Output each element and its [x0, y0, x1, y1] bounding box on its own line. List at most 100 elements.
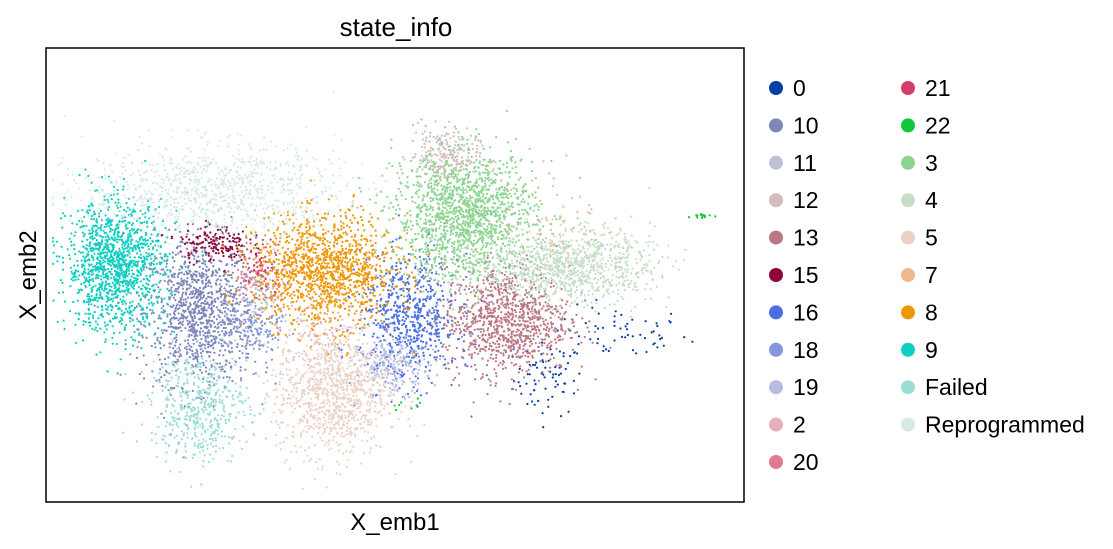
data-point — [179, 240, 182, 244]
data-point — [434, 215, 437, 219]
data-point — [522, 212, 525, 216]
data-point — [173, 387, 176, 390]
data-point — [173, 260, 176, 263]
data-point — [516, 284, 519, 287]
data-point — [602, 349, 605, 352]
data-point — [209, 323, 212, 326]
data-point — [519, 194, 523, 197]
data-point — [271, 287, 274, 290]
data-point — [434, 234, 438, 237]
data-point — [441, 345, 444, 348]
data-point — [254, 256, 257, 259]
data-point — [529, 279, 532, 282]
data-point — [260, 327, 263, 330]
data-point — [191, 349, 194, 353]
data-point — [536, 366, 539, 369]
data-point — [538, 317, 541, 320]
data-point — [425, 253, 428, 256]
data-point — [550, 282, 553, 285]
data-point — [458, 193, 461, 196]
data-point — [554, 366, 557, 369]
data-point — [176, 275, 179, 278]
data-point — [264, 260, 267, 263]
data-point — [256, 329, 259, 333]
data-point — [516, 223, 520, 226]
data-point — [201, 350, 205, 353]
data-point — [420, 286, 423, 289]
data-point — [486, 256, 489, 259]
data-point — [524, 350, 527, 353]
data-point — [199, 333, 202, 336]
data-point — [406, 295, 409, 298]
data-point — [269, 269, 272, 272]
data-point — [429, 213, 432, 216]
data-point — [198, 265, 201, 268]
data-point — [397, 297, 400, 300]
data-point — [467, 230, 470, 233]
data-point — [425, 245, 428, 248]
data-point — [230, 215, 233, 219]
data-point — [524, 289, 528, 292]
data-point — [392, 287, 395, 290]
data-point — [186, 233, 189, 236]
data-point — [417, 352, 420, 355]
data-point — [427, 255, 430, 258]
data-point — [200, 352, 203, 355]
data-point — [419, 210, 423, 213]
series-12 — [390, 120, 497, 190]
data-point — [387, 381, 390, 384]
data-point — [445, 324, 448, 327]
data-point — [215, 283, 218, 286]
data-point — [450, 163, 454, 166]
data-point — [253, 342, 257, 345]
data-point — [554, 373, 557, 376]
data-point — [255, 234, 258, 237]
data-point — [494, 281, 497, 284]
data-point — [434, 218, 437, 221]
data-point — [471, 222, 474, 225]
data-point — [550, 321, 553, 324]
data-point — [435, 333, 438, 336]
data-point — [229, 289, 233, 292]
data-point — [255, 337, 258, 340]
data-point — [465, 303, 468, 306]
data-point — [402, 395, 406, 398]
data-point — [454, 140, 457, 143]
data-point — [200, 275, 203, 278]
data-point — [375, 347, 379, 350]
data-point — [443, 358, 447, 361]
data-point — [326, 333, 329, 336]
data-point — [496, 333, 499, 336]
data-point — [472, 263, 475, 266]
data-point — [489, 380, 492, 383]
data-point — [219, 288, 222, 291]
data-point — [446, 209, 449, 212]
data-point — [402, 305, 405, 308]
data-point — [504, 320, 508, 323]
data-point — [391, 275, 395, 278]
data-point — [494, 372, 498, 375]
data-point — [503, 282, 506, 285]
data-point — [194, 292, 197, 295]
data-point — [407, 362, 410, 365]
data-point — [645, 350, 648, 354]
data-point — [528, 316, 531, 319]
data-point — [241, 344, 244, 348]
data-point — [197, 278, 200, 282]
data-point — [302, 319, 306, 322]
data-point — [388, 218, 391, 221]
data-point — [489, 309, 492, 312]
data-point — [396, 327, 400, 330]
data-point — [453, 246, 456, 249]
data-point — [231, 317, 234, 320]
data-point — [168, 289, 171, 292]
data-point — [216, 323, 219, 326]
data-point — [521, 328, 525, 331]
data-point — [392, 379, 396, 382]
data-point — [415, 337, 418, 340]
data-point — [486, 305, 489, 308]
data-point — [424, 218, 427, 221]
data-point — [260, 301, 263, 304]
data-point — [480, 163, 483, 167]
data-point — [531, 318, 534, 321]
